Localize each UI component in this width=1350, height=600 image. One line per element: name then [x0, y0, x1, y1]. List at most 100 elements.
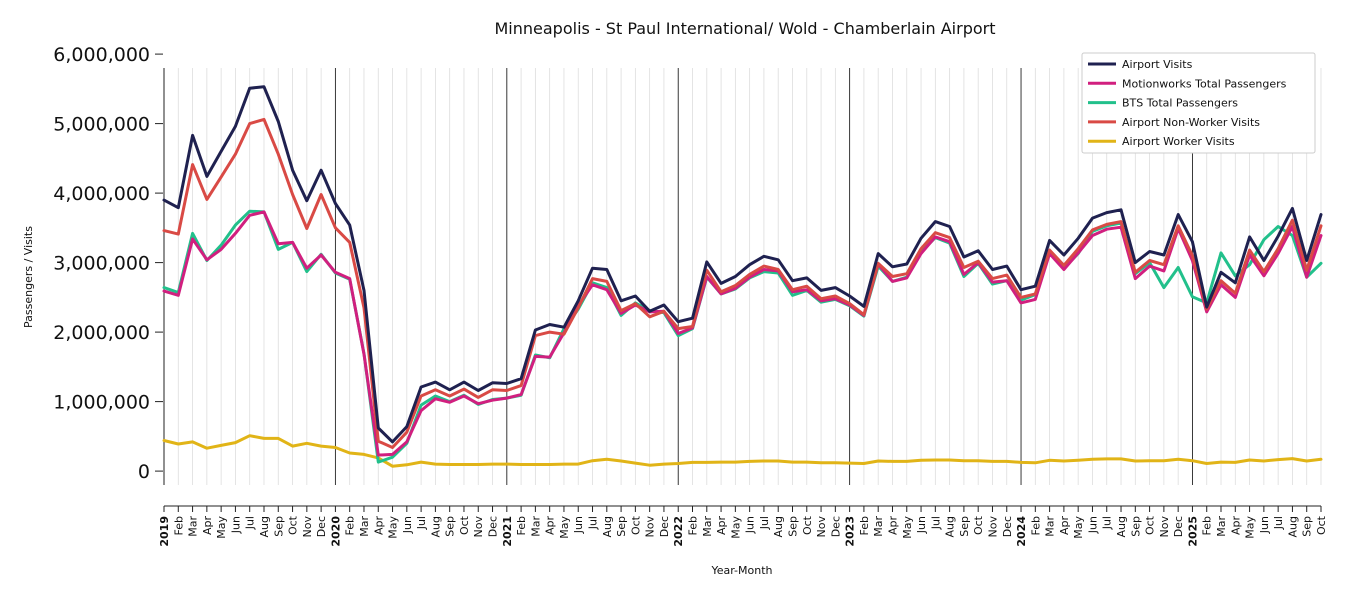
- x-tick-label: Oct: [458, 515, 471, 535]
- x-tick-year-label: 2021: [501, 516, 514, 547]
- x-tick-label: Jul: [1272, 516, 1285, 530]
- x-tick-label: Jun: [744, 516, 757, 534]
- x-tick-label: Jul: [244, 516, 257, 530]
- x-tick-label: Apr: [886, 516, 899, 536]
- x-tick-label: Dec: [658, 516, 671, 537]
- x-tick-label: Dec: [1172, 516, 1185, 537]
- x-tick-label: Jun: [1258, 516, 1271, 534]
- x-tick-label: Mar: [358, 516, 371, 537]
- x-tick-label: Jul: [587, 516, 600, 530]
- x-tick-label: Apr: [544, 516, 557, 536]
- x-tick-label: Aug: [258, 516, 271, 537]
- x-tick-label: Sep: [444, 516, 457, 537]
- x-tick-label: Apr: [1058, 516, 1071, 536]
- x-tick-year-label: 2025: [1186, 516, 1199, 547]
- x-tick-label: Mar: [529, 516, 542, 537]
- x-tick-label: Apr: [372, 516, 385, 536]
- y-tick-label: 4,000,000: [53, 183, 150, 205]
- x-tick-label: Apr: [1229, 516, 1242, 536]
- x-axis-label: Year-Month: [710, 564, 772, 577]
- x-tick-label: Feb: [344, 516, 357, 535]
- x-tick-label: Jul: [415, 516, 428, 530]
- x-tick-label: Oct: [801, 515, 814, 535]
- x-tick-label: Nov: [644, 516, 657, 538]
- x-tick-label: Sep: [786, 516, 799, 537]
- x-tick-label: Sep: [1129, 516, 1142, 537]
- x-tick-label: Jun: [401, 516, 414, 534]
- x-tick-label: Aug: [1286, 516, 1299, 537]
- x-tick-label: Oct: [1315, 515, 1328, 535]
- series-line-airport-worker-visits: [162, 434, 1323, 468]
- x-tick-label: May: [558, 516, 571, 539]
- series-line-airport-non-worker-visits: [162, 117, 1323, 449]
- series-line-bts-total-passengers: [162, 209, 1323, 464]
- x-tick-label: Sep: [958, 516, 971, 537]
- x-tick-label: Nov: [815, 516, 828, 538]
- x-tick-label: Dec: [315, 516, 328, 537]
- y-axis-label: Passengers / Visits: [22, 226, 35, 328]
- x-tick-label: Jun: [1086, 516, 1099, 534]
- x-tick-label: Mar: [1044, 516, 1057, 537]
- x-tick-label: Sep: [272, 516, 285, 537]
- y-tick-label: 1,000,000: [53, 392, 150, 414]
- x-tick-label: Apr: [715, 516, 728, 536]
- x-tick-label: Sep: [1301, 516, 1314, 537]
- legend-entry: Airport Worker Visits: [1122, 135, 1235, 148]
- y-tick-label: 3,000,000: [53, 253, 150, 275]
- x-tick-label: Oct: [972, 515, 985, 535]
- x-tick-label: Dec: [487, 516, 500, 537]
- x-tick-label: Feb: [172, 516, 185, 535]
- x-tick-year-label: 2020: [329, 516, 342, 547]
- x-tick-year-label: 2023: [844, 516, 857, 547]
- series-line-motionworks-total-passengers: [162, 210, 1323, 457]
- x-tick-label: Nov: [1158, 516, 1171, 538]
- x-tick-label: Aug: [1115, 516, 1128, 537]
- x-tick-label: May: [1244, 516, 1257, 539]
- x-tick-label: Dec: [1001, 516, 1014, 537]
- x-axis: 2019 Feb Mar Apr May Jun Jul Aug Sep Oct Nov Dec 202…: [158, 505, 1328, 547]
- x-tick-label: Aug: [772, 516, 785, 537]
- x-tick-year-label: 2022: [672, 516, 685, 547]
- x-tick-label: May: [1072, 516, 1085, 539]
- x-tick-year-label: 2019: [158, 516, 171, 547]
- x-tick-label: Dec: [829, 516, 842, 537]
- x-tick-label: Oct: [629, 515, 642, 535]
- legend-entry: Airport Visits: [1122, 58, 1193, 71]
- x-tick-label: Oct: [287, 515, 300, 535]
- x-tick-label: May: [215, 516, 228, 539]
- x-tick-label: Feb: [858, 516, 871, 535]
- x-tick-label: Feb: [1029, 516, 1042, 535]
- y-axis: 0 1,000,000 2,000,000 3,000,000 4,000,000 5,0…: [53, 44, 165, 485]
- x-tick-label: Feb: [515, 516, 528, 535]
- x-tick-label: Jul: [929, 516, 942, 530]
- x-tick-label: Mar: [872, 516, 885, 537]
- x-tick-label: Aug: [944, 516, 957, 537]
- x-tick-label: Nov: [472, 516, 485, 538]
- legend-entry: Motionworks Total Passengers: [1122, 77, 1287, 90]
- x-tick-year-label: 2024: [1015, 516, 1028, 547]
- x-tick-label: Feb: [1201, 516, 1214, 535]
- y-tick-label: 5,000,000: [53, 114, 150, 136]
- chart-title: Minneapolis - St Paul International/ Wol…: [495, 19, 996, 38]
- legend-entry: BTS Total Passengers: [1122, 97, 1238, 110]
- x-tick-label: Oct: [1144, 515, 1157, 535]
- x-tick-label: May: [729, 516, 742, 539]
- x-tick-label: Mar: [1215, 516, 1228, 537]
- x-tick-label: Sep: [615, 516, 628, 537]
- x-tick-label: Nov: [986, 516, 999, 538]
- x-tick-label: Jun: [229, 516, 242, 534]
- x-tick-label: Jun: [915, 516, 928, 534]
- x-tick-label: Apr: [201, 516, 214, 536]
- x-tick-label: Jul: [1101, 516, 1114, 530]
- x-tick-label: Mar: [187, 516, 200, 537]
- x-tick-label: Mar: [701, 516, 714, 537]
- x-tick-label: Nov: [301, 516, 314, 538]
- series-line-airport-visits: [162, 85, 1323, 444]
- x-tick-label: Feb: [687, 516, 700, 535]
- legend-entry: Airport Non-Worker Visits: [1122, 116, 1260, 129]
- y-tick-label: 0: [138, 461, 150, 483]
- x-tick-label: Aug: [601, 516, 614, 537]
- series-lines: [162, 85, 1323, 468]
- x-tick-label: Jul: [758, 516, 771, 530]
